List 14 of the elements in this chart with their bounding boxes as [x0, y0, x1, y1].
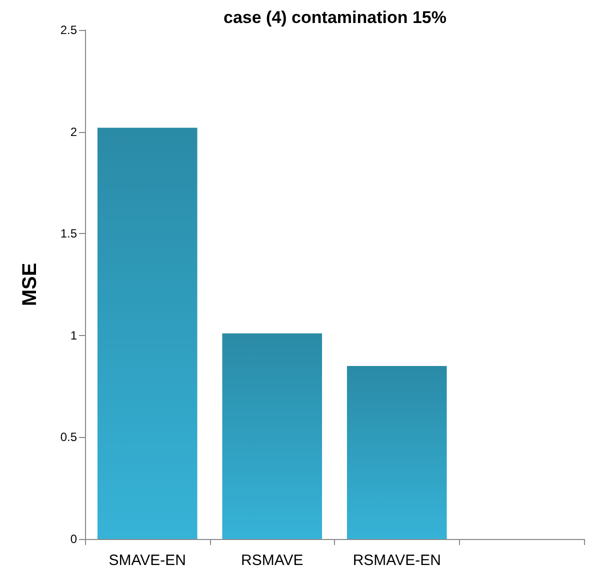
x-tick-label: RSMAVE: [241, 552, 304, 569]
bar: [97, 128, 198, 539]
x-tick-label: RSMAVE-EN: [352, 552, 441, 569]
bar: [346, 366, 447, 539]
y-axis-title: MSE: [19, 262, 41, 306]
x-tick-label: SMAVE-EN: [108, 552, 186, 569]
bar: [222, 333, 322, 539]
y-tick-label: 0: [70, 532, 78, 546]
y-tick-label: 2: [70, 124, 78, 139]
chart-title: case (4) contamination 15%: [224, 8, 446, 27]
y-tick-label: 1: [70, 328, 78, 342]
y-tick-label: 2.5: [60, 23, 78, 37]
y-tick-label: 1.5: [60, 226, 78, 241]
y-tick-label: 0.5: [60, 430, 78, 444]
